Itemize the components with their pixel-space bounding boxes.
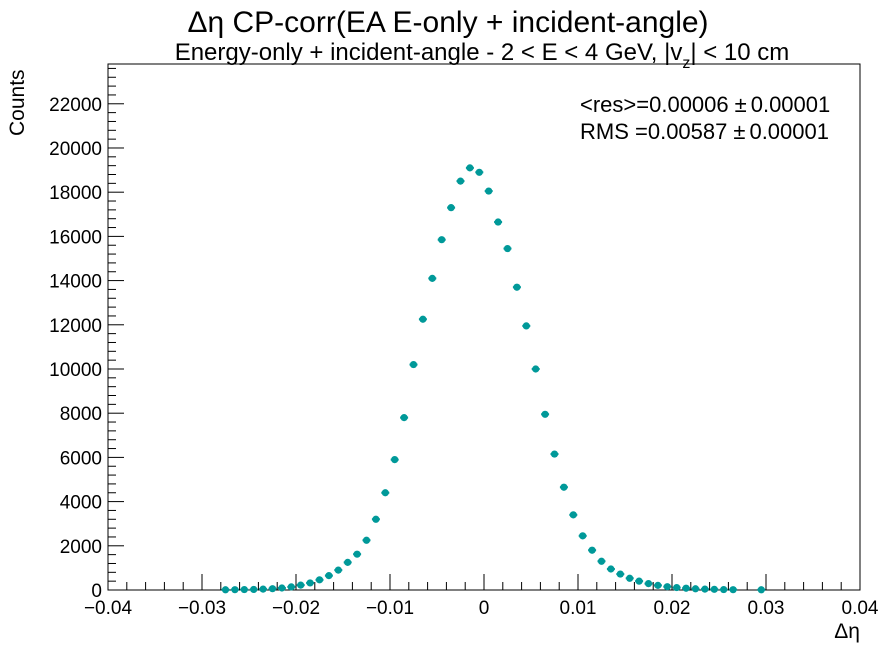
y-tick-label: 10000 — [49, 360, 102, 381]
data-point — [673, 583, 681, 592]
data-point — [522, 322, 530, 330]
stat-rms-pm: ± — [733, 119, 745, 144]
data-point — [663, 583, 671, 591]
stat-rms-err: 0.00001 — [749, 119, 829, 144]
x-tick-label: 0.04 — [842, 598, 879, 619]
data-point — [391, 456, 399, 464]
data-point — [240, 585, 248, 594]
data-point — [428, 274, 436, 282]
data-point — [616, 570, 624, 578]
data-point — [306, 579, 314, 587]
x-tick-label: 0.03 — [748, 598, 785, 619]
data-point — [315, 576, 324, 584]
data-point — [250, 585, 258, 594]
data-point — [654, 581, 662, 589]
data-point — [231, 586, 239, 594]
data-point — [513, 283, 521, 291]
data-point — [720, 585, 728, 594]
data-markers — [221, 164, 766, 594]
data-point — [532, 365, 540, 373]
y-tick-label: 0 — [91, 581, 102, 602]
y-axis-label: Counts — [6, 69, 29, 136]
data-point — [644, 579, 653, 588]
stat-res-label: <res>=0.00006 — [580, 92, 729, 117]
stat-res-err: 0.00001 — [751, 92, 831, 117]
y-tick-label: 16000 — [49, 227, 102, 248]
data-point — [626, 574, 634, 582]
y-tick-label: 14000 — [49, 272, 102, 293]
data-point — [475, 168, 483, 176]
y-tick-label: 6000 — [60, 448, 102, 469]
data-point — [409, 360, 418, 369]
stat-res-pm: ± — [735, 92, 747, 117]
chart-subtitle: Energy-only + incident-angle - 2 < E < 4… — [175, 39, 790, 72]
data-point — [456, 177, 465, 185]
data-point — [381, 489, 389, 497]
chart-title: Δη CP-corr(EA E-only + incident-angle) — [187, 6, 708, 39]
data-point — [268, 585, 277, 593]
y-tick-label: 20000 — [49, 139, 102, 160]
stats-box: <res>=0.00006 ±0.00001 RMS =0.00587 ±0.000… — [580, 92, 830, 144]
data-point — [466, 164, 474, 172]
x-tick-label: 0 — [479, 598, 490, 619]
data-point — [325, 572, 333, 580]
data-point — [579, 532, 587, 540]
data-point — [588, 546, 596, 554]
axes: −0.04 −0.03 −0.02 −0.01 0 0.01 0.02 0.03 0.04 0 20… — [49, 63, 879, 619]
data-point — [278, 584, 286, 592]
svg-text:RMS =0.00587±0.00001: RMS =0.00587 ±0.00001 — [580, 119, 829, 144]
data-point — [362, 536, 371, 544]
data-point — [344, 558, 352, 566]
x-tick-label: −0.02 — [272, 598, 320, 619]
x-tick-label: −0.04 — [84, 598, 133, 619]
data-point — [372, 515, 380, 523]
data-point — [287, 583, 295, 591]
plot-frame — [107, 63, 861, 591]
data-point — [701, 585, 709, 593]
y-tick-label: 8000 — [60, 404, 102, 425]
x-tick-label: 0.02 — [654, 598, 691, 619]
stat-rms-label: RMS =0.00587 — [580, 119, 727, 144]
svg-text:<res>=0.00006±0.00001: <res>=0.00006 ±0.00001 — [580, 92, 830, 117]
data-point — [438, 236, 446, 244]
data-point — [419, 315, 427, 323]
data-point — [757, 586, 765, 594]
data-point — [334, 566, 342, 574]
x-tick-label: 0.01 — [560, 598, 597, 619]
data-point — [353, 550, 361, 558]
data-point — [682, 584, 690, 592]
data-point — [259, 585, 267, 593]
x-tick-label: −0.03 — [178, 598, 226, 619]
data-point — [494, 218, 502, 226]
y-tick-label: 2000 — [60, 537, 102, 558]
data-point — [569, 511, 577, 519]
data-point — [607, 565, 615, 573]
y-tick-label: 4000 — [60, 493, 102, 514]
data-point — [597, 557, 606, 565]
y-tick-label: 18000 — [49, 183, 102, 204]
data-point — [541, 410, 549, 418]
data-point — [485, 187, 493, 195]
data-point — [710, 585, 718, 593]
data-point — [729, 586, 737, 594]
data-point — [221, 586, 230, 594]
data-point — [503, 244, 512, 253]
data-point — [447, 204, 455, 212]
data-point — [691, 585, 700, 593]
data-point — [550, 450, 559, 458]
data-point — [560, 483, 568, 491]
subtitle-tail: | < 10 cm — [690, 39, 789, 66]
y-tick-label: 22000 — [49, 95, 102, 116]
data-point — [635, 577, 643, 585]
x-axis-label: Δη — [834, 620, 860, 643]
data-point — [297, 581, 305, 589]
y-tick-label: 12000 — [49, 316, 102, 337]
data-point — [400, 414, 408, 422]
x-tick-label: −0.01 — [366, 598, 414, 619]
subtitle-main: Energy-only + incident-angle - 2 < E < 4… — [175, 39, 683, 66]
